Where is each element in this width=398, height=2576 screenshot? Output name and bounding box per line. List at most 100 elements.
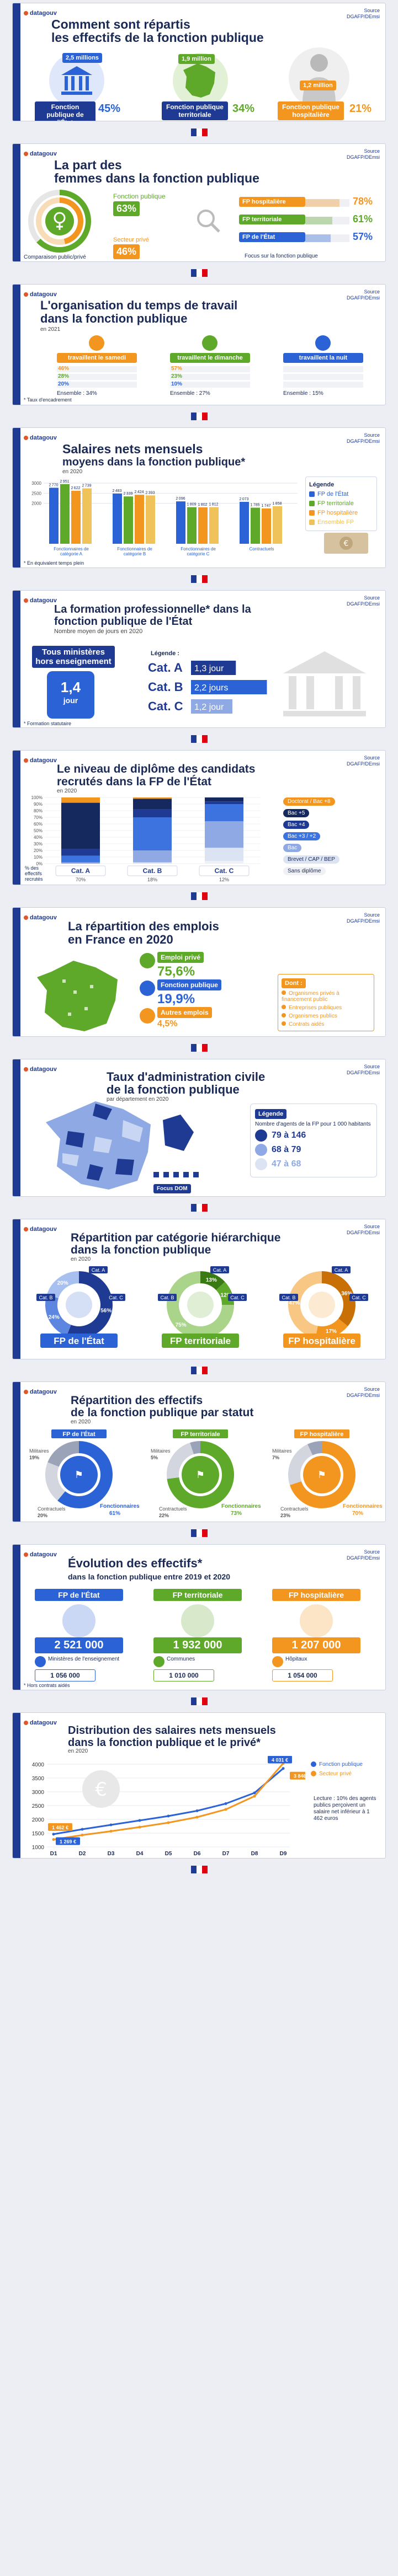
diploma-stacked-chart: 100% 90%80% 70% 60%50% 40% 30%20% 10%0% Cat. A 7… — [31, 795, 260, 882]
panel-femmes: datagouv Source DGAFP/DEmsi La part des … — [12, 143, 386, 262]
detail-item: Organismes publics — [282, 1013, 370, 1019]
other-label: Militaires — [272, 1448, 292, 1454]
training-value: 2,2 jours — [194, 683, 228, 693]
panel-effectifs: datagouv Source DGAFP/DEmsi Comment sont… — [12, 3, 386, 121]
panel6-caption: % des effectifs recrutés — [25, 865, 43, 882]
source-label: Source DGAFP/DEmsi — [346, 289, 380, 301]
category-label: Cat. B — [143, 867, 162, 875]
evo-sub-value: 1 054 000 — [272, 1669, 333, 1681]
legend-label: Doctorat / Bac +8 — [283, 797, 335, 806]
salary-bar-label: 2 739 — [82, 484, 92, 488]
diploma-segment — [133, 809, 172, 817]
bank-icon — [61, 66, 92, 95]
legend-label: Bac +5 — [283, 809, 310, 817]
category-label-line: Fonctionnaires de — [54, 547, 89, 551]
salary-bar — [71, 490, 81, 544]
brand-logo: datagouv — [24, 757, 57, 764]
french-flag-icon — [190, 413, 208, 420]
series-point — [253, 1795, 256, 1798]
public-label: Fonction publique — [113, 192, 166, 200]
panel12-title-1: Distribution des salaires nets mensuels — [68, 1725, 276, 1737]
panel6-title-1: Le niveau de diplôme des candidats — [57, 763, 256, 775]
status-slice — [289, 1441, 355, 1508]
sub-icon — [272, 1656, 283, 1667]
x-tick-label: D8 — [251, 1851, 258, 1857]
status-slice — [45, 1462, 66, 1501]
salary-bar — [251, 507, 260, 544]
category-slice-label: 24% — [49, 1314, 60, 1320]
training-category: Cat. C — [148, 699, 183, 713]
y-tick-label: 1500 — [32, 1831, 45, 1837]
salary-bar-label: 1 858 — [273, 502, 282, 506]
focus-row-fill — [305, 234, 331, 242]
brand-logo: datagouv — [24, 914, 57, 921]
panel5-footnote: * Formation statutaire — [24, 721, 72, 726]
briefcase-icon — [140, 953, 155, 968]
series-point — [138, 1819, 141, 1822]
y-tick-label: 3000 — [31, 481, 41, 486]
state-value: 2,5 millions — [62, 53, 102, 63]
salary-bar — [176, 501, 185, 544]
category-tag — [210, 1266, 229, 1273]
y-tick-label: 70% — [34, 815, 43, 820]
panel4-footnote: * En équivalent temps plein — [24, 560, 84, 566]
contract-label: Contractuels — [38, 1506, 66, 1512]
evo-value: 1 932 000 — [153, 1637, 242, 1653]
detail-bullet-icon — [282, 1013, 286, 1017]
contract-label: Contractuels — [280, 1506, 309, 1512]
point-label-box — [56, 1837, 80, 1845]
y-tick-label: 80% — [34, 808, 43, 813]
salary-bar-label: 2 483 — [113, 489, 122, 493]
separator-5 — [0, 728, 398, 750]
work-col-total: Ensemble : 15% — [283, 390, 323, 397]
source-label: Source DGAFP/DEmsi — [346, 8, 380, 19]
panel-band — [13, 285, 20, 405]
point-label-box — [268, 1756, 292, 1764]
state-pct: 45% — [98, 103, 121, 115]
fp-name: FP de l'État — [54, 1336, 104, 1346]
series-point — [224, 1802, 227, 1805]
category-slice — [45, 1294, 72, 1336]
contract-pct: 20% — [38, 1513, 47, 1518]
legend-label: FP hospitalière — [317, 510, 358, 516]
detail-bullet-icon — [282, 990, 286, 995]
doctor-icon — [303, 54, 336, 104]
public-pct: 63% — [113, 201, 140, 216]
panel-categorie: datagouv Source DGAFP/DEmsi Répartition … — [12, 1219, 386, 1359]
panel-band — [13, 428, 20, 567]
training-category: Cat. A — [148, 661, 183, 674]
work-row-pct: 10% — [171, 381, 183, 387]
focus-row-pct: 78% — [353, 196, 373, 207]
legend-item: Bac +3 / +2 — [283, 831, 377, 840]
french-flag-icon — [190, 735, 208, 743]
work-row-track — [283, 382, 363, 388]
panel3-footnote: * Taux d'encadrement — [24, 397, 72, 403]
fonct-label: Fonctionnaires — [343, 1503, 383, 1509]
french-flag-icon — [190, 128, 208, 136]
fp-name-box — [294, 1429, 349, 1438]
y-tick-label: 20% — [34, 848, 43, 853]
panel4-year: en 2020 — [62, 469, 83, 475]
evo-name: FP hospitalière — [272, 1589, 360, 1601]
sub-icon — [35, 1656, 46, 1667]
y-tick-label: 10% — [34, 855, 43, 860]
salary-bar — [113, 493, 122, 544]
work-row-track — [170, 382, 250, 388]
salary-bar — [209, 507, 219, 544]
french-flag-icon — [190, 1866, 208, 1873]
x-tick-label: D3 — [108, 1851, 115, 1857]
series-point — [167, 1821, 170, 1824]
logo-text: datagouv — [24, 1226, 57, 1233]
diploma-segment — [61, 849, 100, 856]
category-slice — [321, 1271, 355, 1326]
y-tick-label: 3500 — [32, 1776, 45, 1782]
french-flag-icon — [190, 575, 208, 583]
training-bar — [191, 680, 267, 694]
evo-sub-value: 1 010 000 — [153, 1669, 214, 1681]
training-bar — [191, 661, 236, 675]
x-tick-label: D1 — [50, 1851, 57, 1857]
panel-band — [13, 1219, 20, 1359]
source-label: Source DGAFP/DEmsi — [346, 1549, 380, 1561]
legend-item: FP hospitalière — [309, 508, 373, 518]
panel12-year: en 2020 — [68, 1748, 88, 1754]
